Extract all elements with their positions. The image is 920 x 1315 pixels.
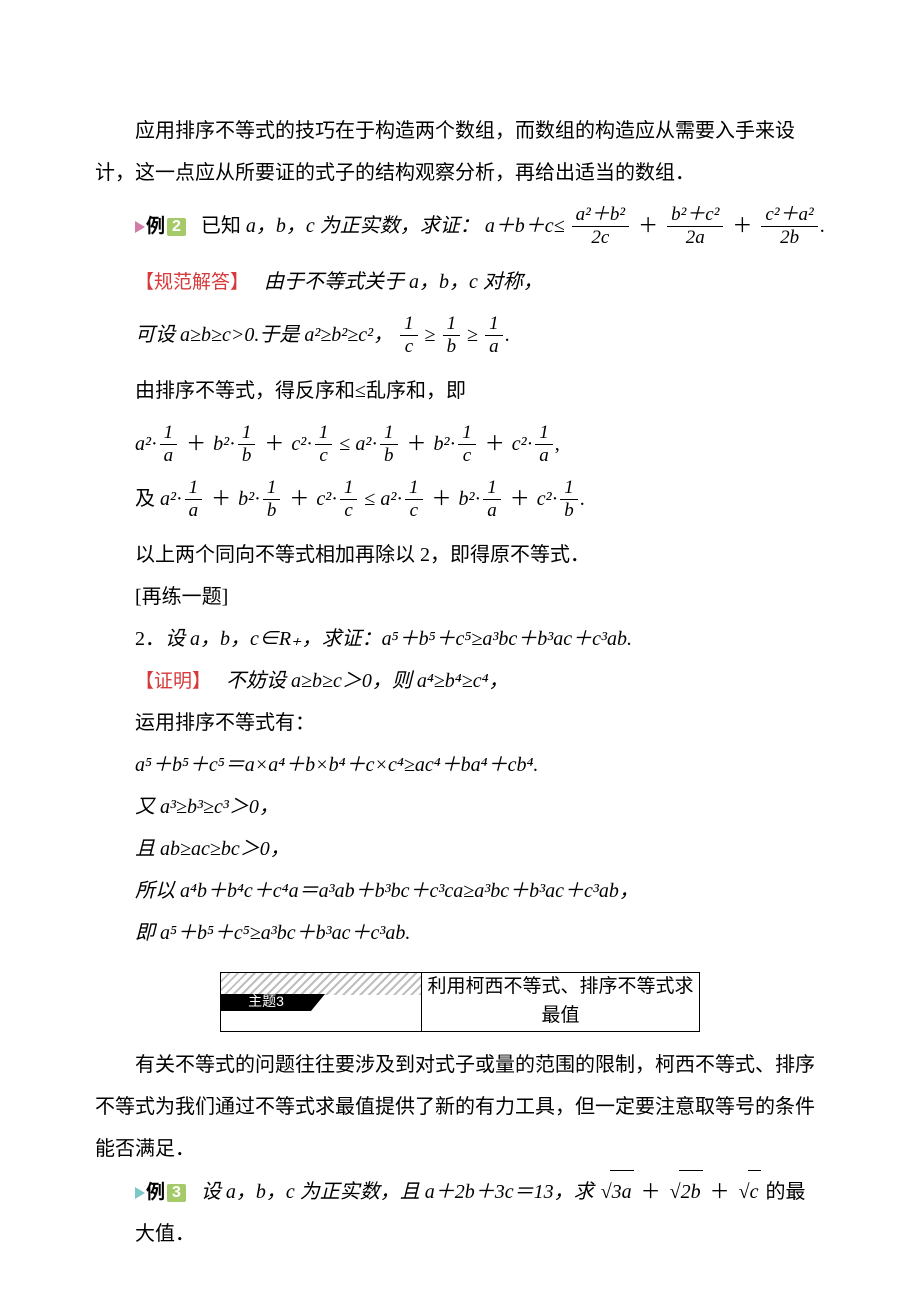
example-2-line: 例 2 已知 a，b，c 为正实数，求证： a＋b＋c≤ a²＋b² 2c ＋ … [95,206,825,249]
badge-number: 2 [167,218,186,236]
sqrt-3a: 3a [599,1170,634,1213]
ex2-vars: a，b，c 为正实数，求证： [246,215,480,237]
proof-line-3: a⁵＋b⁵＋c⁵＝a×a⁴＋b×b⁴＋c×c⁴≥ac⁴＋ba⁴＋cb⁴. [95,744,825,786]
triangle-icon [135,1187,145,1199]
badge-label: 例 [146,214,165,241]
solution-line-1: 【规范解答】 由于不等式关于 a，b，c 对称， [95,261,825,303]
topic-box-left: 主题3 [221,972,422,1031]
sqrt-2b: 2b [668,1170,703,1213]
ex2-text1: 已知 [201,215,241,237]
proof-heading: 【证明】 [135,671,211,692]
practice-heading: [再练一题] [95,576,825,618]
proof-line-6: 所以 a⁴b＋b⁴c＋c⁴a＝a³ab＋b³bc＋c³ca≥a³bc＋b³ac＋… [95,870,825,912]
solution-heading: 【规范解答】 [135,272,249,293]
solution-line-6: 以上两个同向不等式相加再除以 2，即得原不等式． [95,534,825,576]
example-3-line: 例 3 设 a，b，c 为正实数，且 a＋2b＋3c＝13，求 3a ＋ 2b … [95,1170,825,1255]
sqrt-c: c [737,1170,761,1213]
ex2-frac1: a²＋b² 2c [572,205,629,248]
badge-label: 例 [146,1173,165,1213]
ex2-lhs: a＋b＋c≤ [485,215,565,237]
ex2-tail: . [820,215,825,237]
proof-line-2: 运用排序不等式有： [95,702,825,744]
solution-ineq-1: a²·1a ＋ b²·1b ＋ c²·1c ≤ a²·1b ＋ b²·1c ＋ … [95,424,825,467]
intro-paragraph: 应用排序不等式的技巧在于构造两个数组，而数组的构造应从需要入手来设计，这一点应从… [95,110,825,194]
ex2-frac2: b²＋c² 2a [667,205,723,248]
proof-line-4: 又 a³≥b³≥c³＞0， [95,786,825,828]
topic-box-title: 利用柯西不等式、排序不等式求最值 [422,972,700,1031]
proof-line-1: 【证明】 不妨设 a≥b≥c＞0，则 a⁴≥b⁴≥c⁴， [95,660,825,702]
solution-line-2: 可设 a≥b≥c>0.于是 a²≥b²≥c²， 1c ≥ 1b ≥ 1a. [95,315,825,358]
topic-box: 主题3 利用柯西不等式、排序不等式求最值 [220,972,700,1032]
solution-ineq-2: 及 a²·1a ＋ b²·1b ＋ c²·1c ≤ a²·1c ＋ b²·1a … [95,479,825,522]
proof-line-5: 且 ab≥ac≥bc＞0， [95,828,825,870]
example-badge-3: 例 3 [135,1173,186,1213]
ex2-frac3: c²＋a² 2b [761,205,817,248]
triangle-icon [135,221,145,233]
proof-line-7: 即 a⁵＋b⁵＋c⁵≥a³bc＋b³ac＋c³ab. [95,912,825,954]
solution-line-3: 由排序不等式，得反序和≤乱序和，即 [95,370,825,412]
practice-problem: 2．设 a，b，c∈R₊，求证：a⁵＋b⁵＋c⁵≥a³bc＋b³ac＋c³ab. [95,618,825,660]
topic-label: 主题3 [221,994,311,1011]
topic-arrow-icon [311,994,325,1011]
topic-paragraph: 有关不等式的问题往往要涉及到对式子或量的范围的限制，柯西不等式、排序不等式为我们… [95,1044,825,1170]
badge-number: 3 [167,1184,186,1202]
example-badge: 例 2 [135,214,186,241]
